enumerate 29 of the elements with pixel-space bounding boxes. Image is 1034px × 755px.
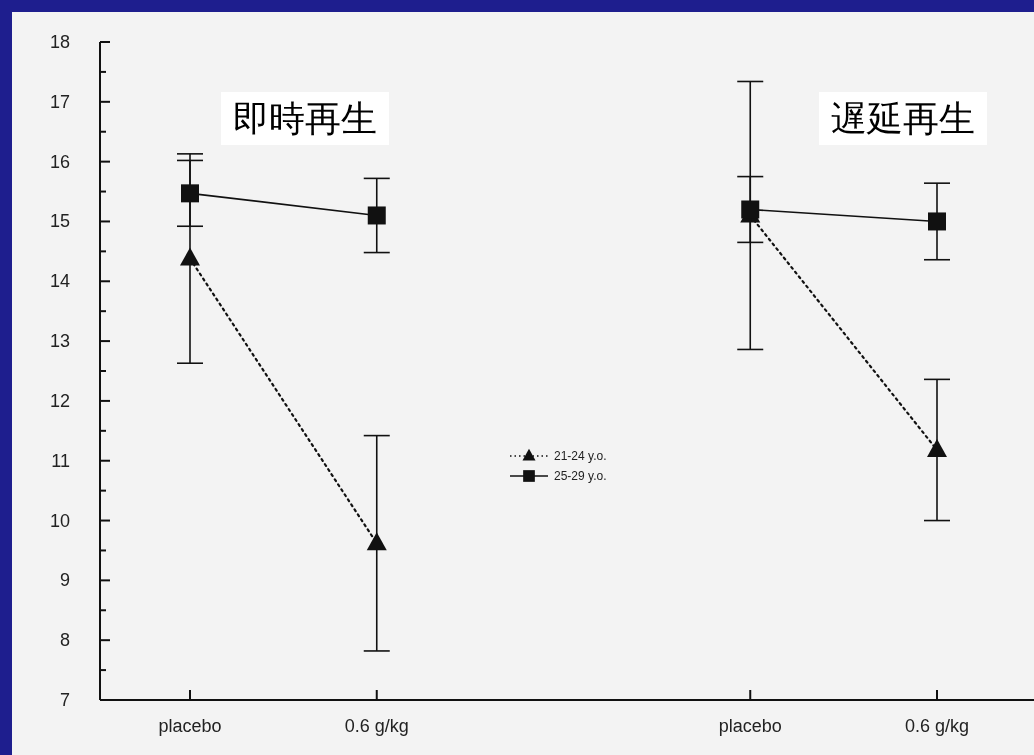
- y-tick-label: 16: [49, 151, 70, 172]
- y-tick-label: 10: [49, 510, 70, 531]
- annotation: 即時再生: [233, 98, 377, 139]
- y-tick-label: 11: [51, 450, 70, 471]
- annotation: 遅延再生: [831, 98, 975, 139]
- annotation: 即時再生: [221, 92, 389, 145]
- point: [928, 212, 946, 231]
- x-tick-label: 0.6 g/kg: [904, 716, 970, 736]
- point: [366, 532, 387, 551]
- y-tick-label: 13: [49, 331, 70, 352]
- point: [367, 206, 386, 225]
- x-tick-label: placebo: [158, 716, 222, 736]
- y-tick-label: 18: [49, 32, 70, 52]
- y-tick-label: 12: [49, 390, 70, 411]
- y-tick-label: 7: [59, 690, 70, 710]
- y-tick-label: 9: [59, 570, 70, 591]
- point: [927, 438, 947, 457]
- point: [181, 184, 199, 203]
- point: [180, 247, 200, 266]
- legend-label: 25-29 y.o.: [554, 469, 607, 483]
- y-tick-label: 8: [59, 630, 70, 651]
- y-tick-label: 17: [49, 91, 70, 112]
- x-tick-label: 0.6 g/kg: [344, 716, 409, 736]
- legend-label: 21-24 y.o.: [554, 449, 607, 463]
- y-tick-label: 14: [49, 271, 70, 292]
- x-tick-label: placebo: [718, 716, 782, 736]
- annotation: 遅延再生: [819, 92, 987, 145]
- point: [741, 200, 760, 219]
- y-tick-label: 15: [49, 211, 70, 232]
